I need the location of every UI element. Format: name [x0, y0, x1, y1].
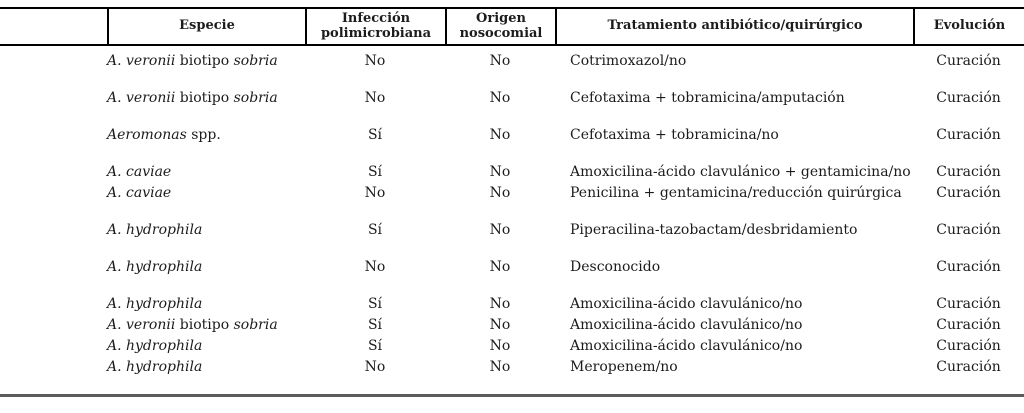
species-cell: A. veronii biotipo sobria: [107, 316, 278, 333]
table-row: A. veronii biotipo sobria No No Cotrimoxazo…: [0, 50, 1024, 71]
outcome-cell: Curación: [936, 316, 1001, 333]
outcome-cell: Curación: [936, 126, 1001, 143]
nosocomial-cell: No: [489, 89, 511, 106]
nosocomial-cell: No: [489, 358, 511, 375]
table-body: A. veronii biotipo sobria No No Cotrimoxazo…: [0, 46, 1024, 397]
treatment-cell: Cotrimoxazol/no: [570, 52, 687, 69]
nosocomial-cell: No: [489, 52, 511, 69]
species-cell: A. hydrophila: [107, 221, 203, 238]
species-cell: Aeromonas spp.: [107, 126, 221, 143]
paper-table-page: Especie Infección polimicrobiana Origen …: [0, 7, 1024, 413]
treatment-cell: Amoxicilina-ácido clavulánico/no: [570, 337, 803, 354]
table-row: Aeromonas spp. Sí No Cefotaxima + tobramici…: [0, 124, 1024, 145]
treatment-cell: Cefotaxima + tobramicina/no: [570, 126, 779, 143]
outcome-cell: Curación: [936, 52, 1001, 69]
polymicrobial-cell: Sí: [367, 126, 383, 143]
outcome-cell: Curación: [936, 258, 1001, 275]
polymicrobial-cell: No: [364, 258, 386, 275]
polymicrobial-cell: Sí: [367, 163, 383, 180]
nosocomial-cell: No: [489, 295, 511, 312]
treatment-cell: Cefotaxima + tobramicina/amputación: [570, 89, 845, 106]
species-cell: A. caviae: [107, 184, 172, 201]
treatment-cell: Meropenem/no: [570, 358, 678, 375]
header-cell-empty: [0, 9, 107, 44]
outcome-cell: Curación: [936, 337, 1001, 354]
polymicrobial-cell: No: [364, 52, 386, 69]
treatment-cell: Penicilina + gentamicina/reducción quirú…: [570, 184, 902, 201]
treatment-cell: Amoxicilina-ácido clavulánico/no: [570, 295, 803, 312]
nosocomial-cell: No: [489, 221, 511, 238]
table-row: A. hydrophila Sí No Amoxicilina-ácido clavu…: [0, 293, 1024, 314]
nosocomial-cell: No: [489, 163, 511, 180]
table-row: A. caviae No No Penicilina + gentamicina/re…: [0, 182, 1024, 203]
polymicrobial-cell: No: [364, 358, 386, 375]
outcome-cell: Curación: [936, 184, 1001, 201]
polymicrobial-cell: No: [364, 184, 386, 201]
nosocomial-cell: No: [489, 337, 511, 354]
nosocomial-cell: No: [489, 258, 511, 275]
table-row: A. hydrophila Sí No Amoxicilina-ácido clavu…: [0, 335, 1024, 356]
clinical-cases-table: Especie Infección polimicrobiana Origen …: [0, 7, 1024, 397]
polymicrobial-cell: Sí: [367, 316, 383, 333]
outcome-cell: Curación: [936, 295, 1001, 312]
table-row: A. veronii biotipo sobria No No Cefotaxima …: [0, 87, 1024, 108]
header-cell-origen-nosocomial: Origen nosocomial: [445, 9, 555, 44]
species-cell: A. hydrophila: [107, 295, 203, 312]
polymicrobial-cell: Sí: [367, 337, 383, 354]
polymicrobial-cell: Sí: [367, 221, 383, 238]
treatment-cell: Piperacilina-tazobactam/desbridamiento: [570, 221, 858, 238]
table-row: A. hydrophila No No Meropenem/no Curación: [0, 356, 1024, 377]
treatment-cell: Amoxicilina-ácido clavulánico/no: [570, 316, 803, 333]
table-row: A. hydrophila Sí No Piperacilina-tazobactam…: [0, 219, 1024, 240]
outcome-cell: Curación: [936, 358, 1001, 375]
header-cell-especie: Especie: [107, 9, 305, 44]
species-cell: A. hydrophila: [107, 337, 203, 354]
table-row: A. veronii biotipo sobria Sí No Amoxicilina…: [0, 314, 1024, 335]
nosocomial-cell: No: [489, 184, 511, 201]
outcome-cell: Curación: [936, 89, 1001, 106]
species-cell: A. veronii biotipo sobria: [107, 89, 278, 106]
nosocomial-cell: No: [489, 126, 511, 143]
species-cell: A. hydrophila: [107, 358, 203, 375]
nosocomial-cell: No: [489, 316, 511, 333]
polymicrobial-cell: Sí: [367, 295, 383, 312]
table-row: A. hydrophila No No Desconocido Curación: [0, 256, 1024, 277]
outcome-cell: Curación: [936, 163, 1001, 180]
header-cell-tratamiento: Tratamiento antibiótico/quirúrgico: [555, 9, 913, 44]
polymicrobial-cell: No: [364, 89, 386, 106]
header-cell-evolucion: Evolución: [913, 9, 1024, 44]
species-cell: A. caviae: [107, 163, 172, 180]
species-cell: A. veronii biotipo sobria: [107, 52, 278, 69]
treatment-cell: Amoxicilina-ácido clavulánico + gentamic…: [570, 163, 911, 180]
table-row: A. caviae Sí No Amoxicilina-ácido clavuláni…: [0, 161, 1024, 182]
header-cell-infeccion-polimicrobiana: Infección polimicrobiana: [305, 9, 445, 44]
table-header-row: Especie Infección polimicrobiana Origen …: [0, 7, 1024, 46]
outcome-cell: Curación: [936, 221, 1001, 238]
species-cell: A. hydrophila: [107, 258, 203, 275]
treatment-cell: Desconocido: [570, 258, 661, 275]
